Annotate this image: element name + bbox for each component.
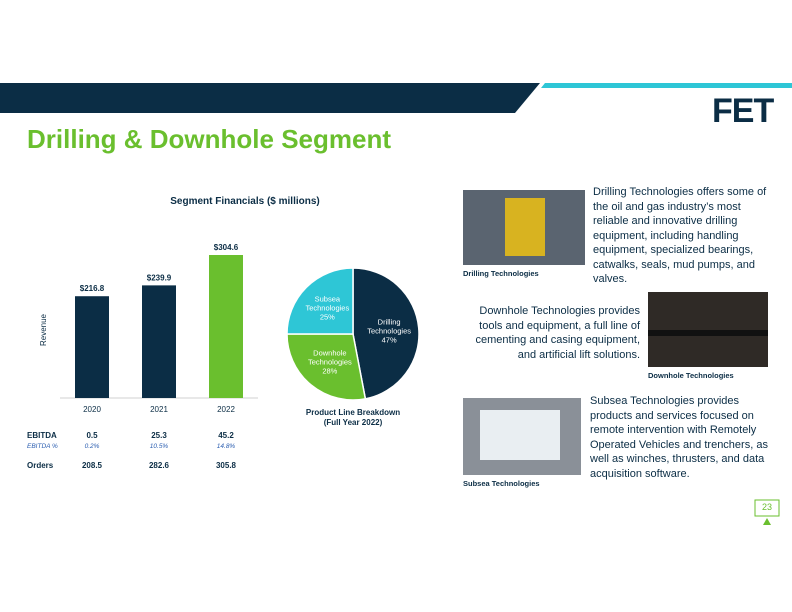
- table-cell: 282.6: [148, 461, 170, 470]
- slide-title: Drilling & Downhole Segment: [27, 124, 392, 154]
- value-label: $239.9: [147, 273, 172, 282]
- pie-slice: [286, 267, 354, 335]
- section-text: Subsea Technologies provides products an…: [590, 395, 768, 480]
- image-detail: [648, 330, 768, 336]
- slice-label: Subsea Technologies 25%: [296, 295, 358, 322]
- value-label: $216.8: [80, 284, 105, 293]
- value-label: $304.6: [214, 243, 239, 252]
- table-cell: 305.8: [215, 461, 237, 470]
- slice-name: Subsea Technologies: [305, 294, 350, 313]
- image-caption: Drilling Technologies: [463, 269, 539, 278]
- bar: [142, 285, 176, 398]
- table-cell: 25.3: [151, 431, 167, 440]
- row-label: EBITDA %: [27, 443, 58, 450]
- section-text: Downhole Technologies provides tools and…: [475, 305, 641, 361]
- table-cell: 14.8%: [216, 443, 236, 450]
- bar: [75, 296, 109, 398]
- pie-title: Product Line Breakdown: [305, 408, 401, 417]
- x-tick-label: 2022: [217, 405, 235, 414]
- image-caption: Subsea Technologies: [463, 479, 540, 488]
- x-tick-label: 2021: [150, 405, 168, 414]
- row-label: EBITDA: [27, 431, 57, 440]
- section-text: Drilling Technologies offers some of the…: [593, 186, 767, 285]
- table-cell: 0.5: [86, 431, 98, 440]
- row-label: Orders: [27, 461, 54, 470]
- slice-label: Downhole Technologies 28%: [299, 348, 361, 375]
- header-band: [0, 83, 540, 113]
- page-box: [754, 499, 780, 517]
- slice-name: Downhole Technologies: [307, 348, 352, 367]
- bar: [209, 255, 243, 398]
- page-triangle: [763, 518, 771, 525]
- header-accent: [541, 83, 792, 88]
- pie-subtitle: (Full Year 2022): [323, 418, 383, 427]
- slice-value: 47%: [381, 335, 397, 345]
- logo: FET: [712, 92, 774, 130]
- pie-slice: [352, 267, 420, 400]
- image-detail: [480, 410, 560, 460]
- downhole-image: [648, 292, 768, 367]
- image-detail: [505, 198, 545, 256]
- charts: Revenue $216.8 2020 $239.9 2021 $304.6 2022: [39, 243, 420, 414]
- image-caption: Downhole Technologies: [648, 371, 734, 380]
- slice-label: Drilling Technologies 47%: [358, 317, 420, 344]
- y-axis-label: Revenue: [39, 313, 48, 346]
- slice-value: 25%: [319, 312, 335, 322]
- table-cell: 45.2: [218, 431, 234, 440]
- table-cell: 208.5: [81, 461, 103, 470]
- table-cell: 10.5%: [149, 443, 169, 450]
- slice-value: 28%: [322, 366, 338, 376]
- x-tick-label: 2020: [83, 405, 101, 414]
- page-number: 23: [761, 502, 772, 512]
- pie-slice: [286, 333, 367, 401]
- table-cell: 0.2%: [84, 443, 100, 450]
- bar-chart-title: Segment Financials ($ millions): [170, 196, 320, 207]
- slice-name: Drilling Technologies: [367, 317, 412, 336]
